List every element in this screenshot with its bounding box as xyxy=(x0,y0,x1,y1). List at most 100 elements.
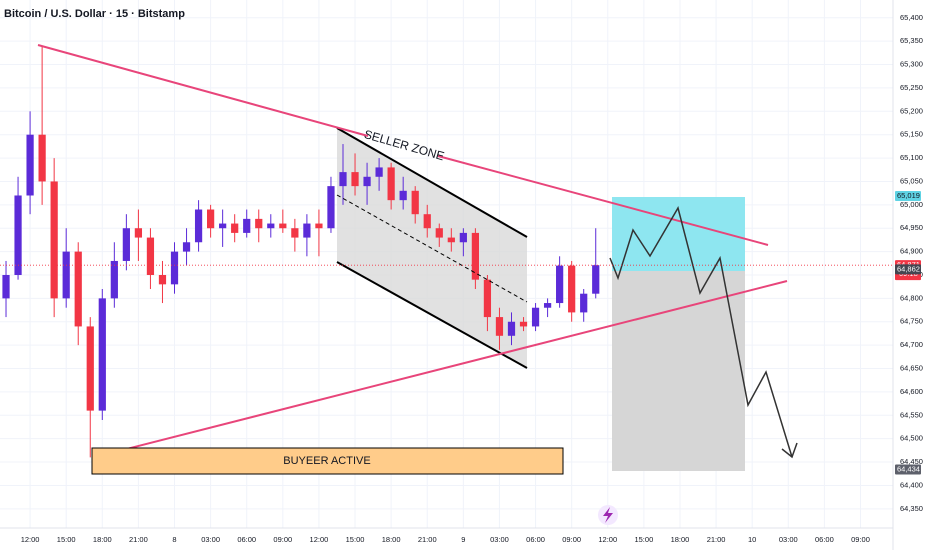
x-tick-label: 09:00 xyxy=(851,535,870,544)
channel-mid xyxy=(336,194,528,303)
price-label-box xyxy=(895,264,921,275)
axes: 64,350 64,400 64,450 64,500 64,550 64,600 64,6… xyxy=(0,13,923,544)
risk-zone xyxy=(612,271,745,471)
candle-body xyxy=(243,218,251,233)
x-tick-label: 12:00 xyxy=(310,535,329,544)
candle-body xyxy=(423,214,431,229)
candle-body xyxy=(435,228,443,238)
y-tick-label: 64,800 xyxy=(900,293,923,302)
y-tick-label: 64,700 xyxy=(900,340,923,349)
x-tick-label: 15:00 xyxy=(634,535,653,544)
candle-body xyxy=(26,134,34,196)
projection-arrow xyxy=(781,442,798,459)
candle-body xyxy=(399,190,407,201)
candle-body xyxy=(207,209,215,229)
candle-body xyxy=(411,190,419,215)
candle-body xyxy=(110,260,118,299)
x-tick-label: 18:00 xyxy=(93,535,112,544)
y-tick-label: 64,600 xyxy=(900,387,923,396)
x-tick-label: 06:00 xyxy=(237,535,256,544)
trend-line-upper xyxy=(437,155,769,246)
candles xyxy=(2,45,600,458)
x-tick-label: 03:00 xyxy=(490,535,509,544)
x-tick-label: 06:00 xyxy=(526,535,545,544)
x-tick-label: 09:00 xyxy=(273,535,292,544)
candle-body xyxy=(279,223,287,229)
candle-body xyxy=(122,228,130,261)
candle-body xyxy=(507,321,516,336)
y-tick-label: 65,150 xyxy=(900,130,923,139)
x-tick-label: 21:00 xyxy=(418,535,437,544)
y-tick-label: 65,050 xyxy=(900,176,923,185)
y-tick-label: 65,300 xyxy=(900,60,923,69)
candle-body xyxy=(447,237,455,243)
projection-path xyxy=(609,206,793,458)
candle-body xyxy=(495,317,504,336)
candle-body xyxy=(62,251,70,299)
candle-body xyxy=(303,223,311,238)
x-tick-label: 03:00 xyxy=(201,535,220,544)
price-label: 64,862 xyxy=(897,264,920,273)
candle-body xyxy=(375,167,383,177)
buyer-zone-label: BUYEER ACTIVE xyxy=(283,455,370,467)
y-tick-label: 64,950 xyxy=(900,223,923,232)
price-label-box xyxy=(895,190,921,201)
x-tick-label: 03:00 xyxy=(779,535,798,544)
candle-body xyxy=(74,251,82,327)
candle-body xyxy=(556,265,564,304)
x-tick-label: 21:00 xyxy=(129,535,148,544)
candle-body xyxy=(315,223,323,229)
candle-body xyxy=(519,321,528,327)
candle-body xyxy=(291,228,299,238)
x-tick-label: 06:00 xyxy=(815,535,834,544)
candle-body xyxy=(231,223,239,233)
y-tick-label: 64,650 xyxy=(900,364,923,373)
trend-line-upper xyxy=(37,44,369,137)
flash-icon-glyph xyxy=(603,507,613,523)
candle-body xyxy=(255,218,263,229)
candle-body xyxy=(194,209,203,243)
candle-body xyxy=(98,298,106,411)
candle-body xyxy=(134,228,143,238)
y-tick-label: 64,350 xyxy=(900,504,923,513)
price-label: 64,434 xyxy=(897,465,920,474)
candle-body xyxy=(182,242,191,252)
candle-body xyxy=(387,167,395,201)
candle-body xyxy=(339,172,347,187)
candle-body xyxy=(327,186,335,229)
y-tick-label: 65,350 xyxy=(900,36,923,45)
x-tick-label: 8 xyxy=(172,535,176,544)
candle-body xyxy=(38,134,46,182)
chart-title: Bitcoin / U.S. Dollar · 15 · Bitstamp xyxy=(4,8,185,20)
x-tick-label: 21:00 xyxy=(707,535,726,544)
x-tick-label: 15:00 xyxy=(346,535,365,544)
candle-body xyxy=(543,303,552,308)
y-tick-label: 65,100 xyxy=(900,153,923,162)
y-tick-label: 64,500 xyxy=(900,434,923,443)
y-tick-label: 65,200 xyxy=(900,106,923,115)
y-tick-label: 64,400 xyxy=(900,480,923,489)
x-tick-label: 9 xyxy=(461,535,465,544)
candle-body xyxy=(2,274,10,299)
candle-body xyxy=(50,181,58,299)
x-tick-label: 12:00 xyxy=(598,535,617,544)
candle-body xyxy=(580,293,588,313)
x-tick-label: 12:00 xyxy=(21,535,40,544)
candle-body xyxy=(351,172,359,187)
trend-line-lower xyxy=(94,280,788,458)
candle-body xyxy=(568,265,576,313)
candle-body xyxy=(531,307,540,327)
price-label-box xyxy=(895,464,921,475)
y-tick-label: 64,450 xyxy=(900,457,923,466)
y-tick-label: 64,550 xyxy=(900,410,923,419)
candle-body xyxy=(86,326,94,411)
candle-body xyxy=(219,223,227,229)
y-tick-label: 65,400 xyxy=(900,13,923,22)
buyer-zone xyxy=(91,447,564,475)
candle-body xyxy=(483,279,492,318)
candle-body xyxy=(363,176,371,187)
x-tick-label: 18:00 xyxy=(671,535,690,544)
candle-body xyxy=(459,232,467,243)
x-tick-label: 09:00 xyxy=(562,535,581,544)
